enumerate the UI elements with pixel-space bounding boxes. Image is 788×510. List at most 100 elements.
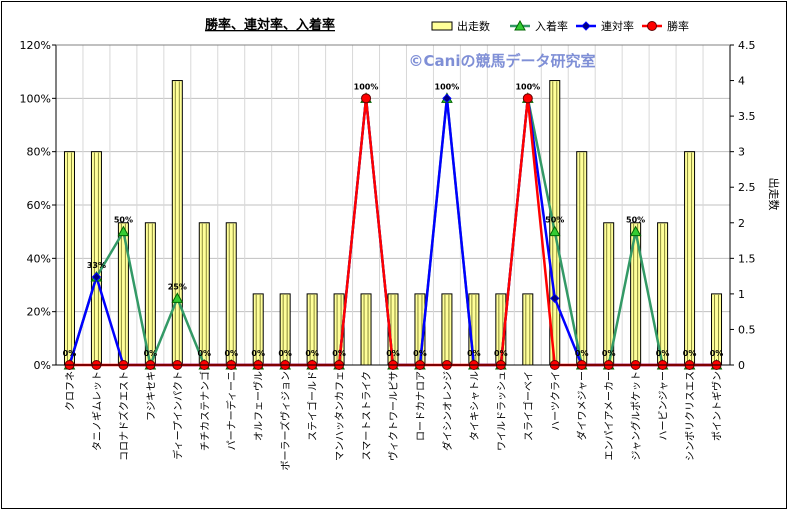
y-tick-label: 60% [27, 199, 51, 212]
x-tick-label: ヴィクトワールピサ [387, 371, 400, 461]
bar-12 [360, 293, 372, 366]
x-tick-label: パーナーディーニ [225, 371, 238, 450]
marker-diamond [442, 93, 452, 104]
bar-15 [441, 293, 453, 366]
data-label: 0% [332, 349, 346, 358]
bar-2 [90, 151, 102, 366]
bar-18 [522, 293, 534, 366]
y-tick-label: 120% [20, 39, 51, 52]
data-label: 100% [354, 82, 379, 91]
data-label: 100% [515, 82, 540, 91]
y-tick-label: 0% [34, 359, 51, 372]
data-label: 0% [144, 349, 158, 358]
bar-5 [171, 80, 183, 366]
legend-marker [514, 19, 526, 31]
data-label: 0% [63, 349, 77, 358]
marker-triangle [117, 225, 130, 237]
data-label: 50% [545, 216, 564, 225]
y2-tick-label: 1.5 [738, 252, 756, 265]
x-tick-label: タイキシャトル [469, 371, 481, 441]
data-label: 0% [575, 349, 589, 358]
y2-tick-label: 3 [738, 146, 745, 159]
chart-title: 勝率、連対率、入着率 [205, 17, 335, 33]
bar-7 [225, 222, 237, 366]
x-tick-label: オルフェーヴル [252, 371, 265, 441]
marker-diamond [91, 272, 102, 282]
data-label: 0% [305, 349, 319, 358]
data-label: 0% [224, 349, 238, 358]
legend: 出走数 入着率 連対率 勝率 [431, 19, 689, 33]
y2-tick-label: 4.5 [738, 39, 756, 52]
x-tick-label: ポイントギヴン [711, 371, 724, 441]
x-tick-label: ダイシンオレンジ [441, 371, 454, 451]
x-tick-label: ジャングルポケット [630, 371, 643, 461]
data-label: 100% [435, 82, 460, 91]
data-label: 0% [413, 349, 427, 358]
y2-tick-label: 2.5 [738, 181, 756, 194]
x-tick-label: スライゴーベイ [522, 371, 535, 441]
y-tick-label: 100% [20, 92, 51, 105]
x-tick-label: クロフネ [64, 371, 76, 411]
y2-tick-label: 1 [738, 288, 745, 301]
x-tick-label: エンパイアメーカー [604, 371, 616, 461]
x-tick-label: チチカステナンゴ [198, 371, 211, 451]
marker-triangle [629, 225, 642, 237]
bar-series [63, 80, 723, 366]
x-tick-label: ダイワメジャー [576, 371, 589, 441]
data-label: 0% [278, 349, 292, 358]
x-tick-label: シンボリクリスエス [685, 371, 697, 461]
legend-label: 入着率 [535, 19, 568, 33]
y2-tick-label: 4 [738, 75, 745, 88]
data-label: 0% [251, 349, 265, 358]
data-label: 50% [114, 216, 133, 225]
x-tick-label: ロードカナロア [415, 371, 427, 441]
data-label: 0% [602, 349, 616, 358]
x-tick-label: ハーツクライ [550, 371, 562, 431]
data-label: 0% [656, 349, 670, 358]
x-tick-label: ワイルドラッシュ [496, 371, 508, 451]
y2-tick-label: 2 [738, 217, 745, 230]
data-label: 25% [168, 282, 187, 291]
bar-6 [198, 222, 210, 366]
bar-1 [63, 151, 75, 366]
x-tick-label: コロナドズクエスト [117, 371, 130, 461]
y2-tick-label: 0 [738, 359, 745, 372]
marker-triangle [171, 292, 184, 303]
marker-circle [522, 93, 533, 104]
legend-marker [647, 21, 657, 31]
legend-label: 勝率 [667, 19, 689, 33]
data-label: 0% [494, 349, 508, 358]
grid-lines [56, 44, 730, 365]
y-tick-label: 20% [27, 306, 51, 319]
marker-circle [361, 93, 372, 104]
x-tick-label: ディープインパクト [171, 371, 184, 460]
x-tick-label: スマートストライク [361, 371, 373, 461]
data-label: 0% [710, 349, 724, 358]
y2-tick-label: 3.5 [738, 110, 756, 123]
y2-tick-label: 0.5 [738, 323, 756, 336]
bar-20 [576, 151, 588, 366]
data-label: 50% [626, 216, 645, 225]
legend-label: 連対率 [601, 19, 634, 33]
y2-axis-label: 出走数 [767, 178, 781, 211]
bar-24 [684, 151, 696, 366]
x-tick-label: マンハッタンカフェ [334, 371, 346, 461]
data-labels: 0% 33% 50% 0% 25% 0% 0% 0% 0% 0% 0% 100% 0% 0% 100% 0% 0… [63, 82, 724, 358]
data-label: 0% [197, 349, 211, 358]
x-tick-label: ステイゴールド [306, 371, 319, 441]
legend-swatch-bar [431, 21, 453, 31]
watermark-text: ©Caniの競馬データ研究室 [409, 52, 596, 70]
y-tick-label: 40% [27, 252, 51, 265]
marker-diamond [550, 293, 560, 304]
axes: 0% 20% 40% 60% 80% 100% 120% 0 0.5 1 1.5 2 2.5 3 3.5 4 4… [20, 39, 756, 471]
marker-triangle [548, 225, 561, 237]
legend-label: 出走数 [457, 19, 490, 33]
x-tick-label: フジキセキ [145, 371, 157, 421]
x-tick-label: タニノギムレット [91, 371, 103, 451]
data-label: 33% [87, 261, 106, 270]
data-label: 0% [683, 349, 697, 358]
x-tick-label: ハービンジャー [658, 371, 670, 441]
legend-marker [581, 21, 591, 31]
